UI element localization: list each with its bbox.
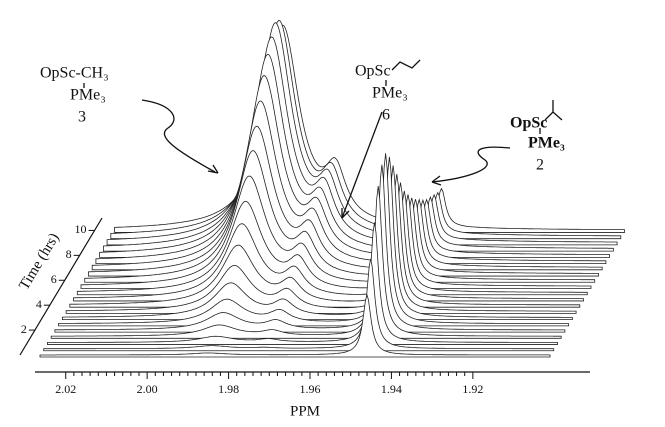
x-tick-label: 2.02	[55, 382, 76, 396]
spectrum-trace	[54, 164, 566, 333]
x-tick-label: 1.96	[300, 382, 321, 396]
arrowhead-6	[341, 208, 350, 219]
spectrum-trace	[84, 150, 596, 283]
x-tick-label: 1.98	[218, 382, 239, 396]
label-6-number: 6	[382, 107, 390, 124]
y-tick-label: 2	[21, 322, 27, 336]
spectrum-trace	[69, 173, 581, 308]
x-tick-label: 2.00	[137, 382, 158, 396]
arrow-6	[341, 111, 383, 219]
spectrum-trace	[80, 175, 592, 289]
x-axis-label: PPM	[290, 403, 320, 419]
spectrum-trace	[106, 22, 618, 246]
y-tick-label: 4	[36, 297, 42, 311]
arrowhead-3	[207, 164, 219, 174]
x-tick-label: 1.92	[462, 382, 483, 396]
x-tick-label: 1.94	[381, 382, 402, 396]
label-2-line2: PMe₃	[528, 135, 565, 152]
spectrum-trace	[110, 19, 622, 240]
annotation-arrows	[83, 59, 563, 219]
y-tick-label: 8	[66, 247, 72, 261]
spectrum-trace	[73, 182, 584, 302]
spectrum-trace	[102, 36, 614, 252]
arrowhead-2	[431, 175, 442, 186]
arrow-2	[431, 146, 511, 183]
traces	[39, 19, 625, 358]
spectrum-trace	[47, 222, 558, 345]
spectrum-trace	[61, 156, 573, 321]
spectrum-trace	[95, 75, 607, 264]
y-tick-label: 10	[75, 222, 87, 236]
y-axis	[19, 217, 103, 356]
spectrum-trace	[91, 100, 603, 271]
arrow-3	[141, 99, 216, 173]
spectrum-trace	[58, 153, 570, 327]
spectrum-trace	[43, 258, 555, 352]
spectrum-trace	[39, 293, 551, 358]
spectrum-trace	[76, 190, 588, 296]
spectrum-trace	[65, 165, 577, 314]
spectrum-trace	[88, 125, 599, 277]
isobutyl-sketch	[544, 100, 563, 121]
label-6-line1: OpSc	[355, 63, 391, 80]
label-6-line2: PMe₃	[372, 85, 408, 102]
propyl-sketch	[391, 59, 421, 71]
spectrum-trace	[99, 53, 611, 258]
label-3-line2: PMe₃	[70, 87, 106, 104]
label-3-number: 3	[78, 109, 86, 126]
spectrum-trace	[50, 186, 562, 339]
label-2-number: 2	[536, 157, 544, 174]
spectrum-trace	[114, 24, 625, 233]
label-3-line1: OpSc-CH₃	[40, 65, 109, 82]
y-tick-label: 6	[51, 272, 57, 286]
label-2-line1: OpSc	[510, 115, 547, 132]
